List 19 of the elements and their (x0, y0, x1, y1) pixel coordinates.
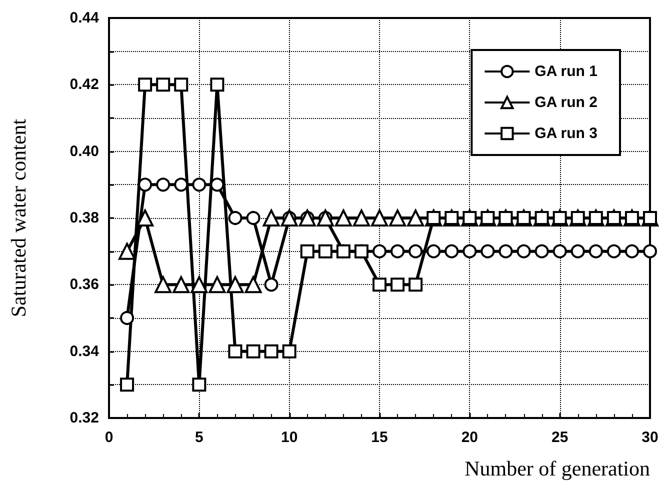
y-tick-label: 0.34 (70, 342, 100, 360)
y-axis-title: Saturated water content (6, 118, 30, 318)
x-tick-label: 20 (461, 429, 478, 446)
legend-label: GA run 1 (534, 63, 598, 80)
y-tick-label: 0.44 (70, 10, 100, 26)
x-tick-label: 30 (642, 429, 658, 446)
legend-label: GA run 2 (534, 94, 598, 111)
y-tick-label: 0.40 (70, 142, 99, 160)
y-tick-label: 0.36 (70, 276, 99, 294)
y-tick-label: 0.42 (70, 76, 99, 94)
x-tick-label: 5 (194, 429, 204, 446)
x-tick-label: 0 (104, 429, 114, 446)
x-tick-label: 15 (371, 429, 388, 446)
legend-label: GA run 3 (534, 125, 598, 142)
x-tick-label: 10 (280, 429, 298, 446)
y-tick-label: 0.38 (70, 210, 99, 226)
y-tick-label: 0.32 (70, 410, 99, 426)
x-axis-title: Number of generation (464, 456, 650, 480)
x-tick-label: 25 (551, 429, 568, 446)
